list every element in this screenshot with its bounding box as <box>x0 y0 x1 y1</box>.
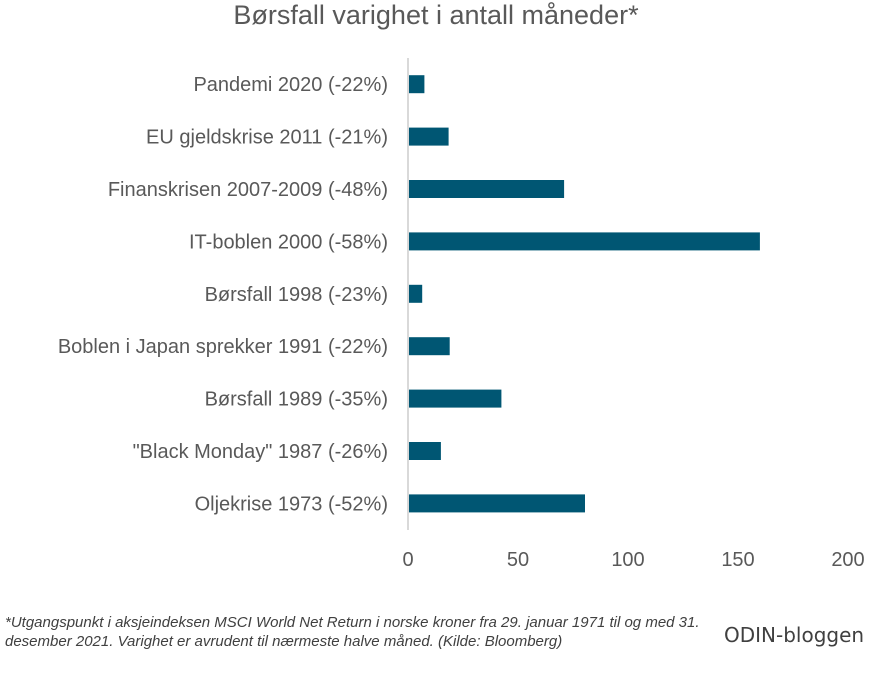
x-tick-label: 200 <box>831 549 864 571</box>
x-tick-label: 100 <box>611 549 644 571</box>
bar-chart: Pandemi 2020 (-22%) EU gjeldskrise 2011 (… <box>58 58 865 571</box>
x-tick-label: 0 <box>402 549 413 571</box>
category-label: Finanskrisen 2007-2009 (-48%) <box>108 179 388 201</box>
bar <box>409 494 585 513</box>
x-tick-label: 150 <box>721 549 754 571</box>
bar <box>409 284 423 303</box>
bar <box>409 442 441 460</box>
category-label: Boblen i Japan sprekker 1991 (-22%) <box>58 336 388 358</box>
category-label: Børsfall 1989 (-35%) <box>205 389 388 411</box>
bar <box>409 180 565 198</box>
chart-title: Børsfall varighet i antall måneder* <box>233 0 639 30</box>
brand-label: ODIN-bloggen <box>724 623 865 647</box>
bar <box>409 75 425 94</box>
footnote: *Utgangspunkt i aksjeindeksen MSCI World… <box>5 614 700 650</box>
x-tick-label: 50 <box>507 549 529 571</box>
category-label: "Black Monday" 1987 (-26%) <box>133 441 388 463</box>
category-label: Oljekrise 1973 (-52%) <box>195 493 388 515</box>
category-label: Pandemi 2020 (-22%) <box>193 74 388 96</box>
category-label: EU gjeldskrise 2011 (-21%) <box>146 127 388 149</box>
bar <box>409 127 449 146</box>
bar <box>409 232 760 251</box>
category-label: Børsfall 1998 (-23%) <box>205 284 388 306</box>
bar <box>409 337 450 356</box>
bar <box>409 389 502 408</box>
category-label: IT-boblen 2000 (-58%) <box>189 231 388 253</box>
